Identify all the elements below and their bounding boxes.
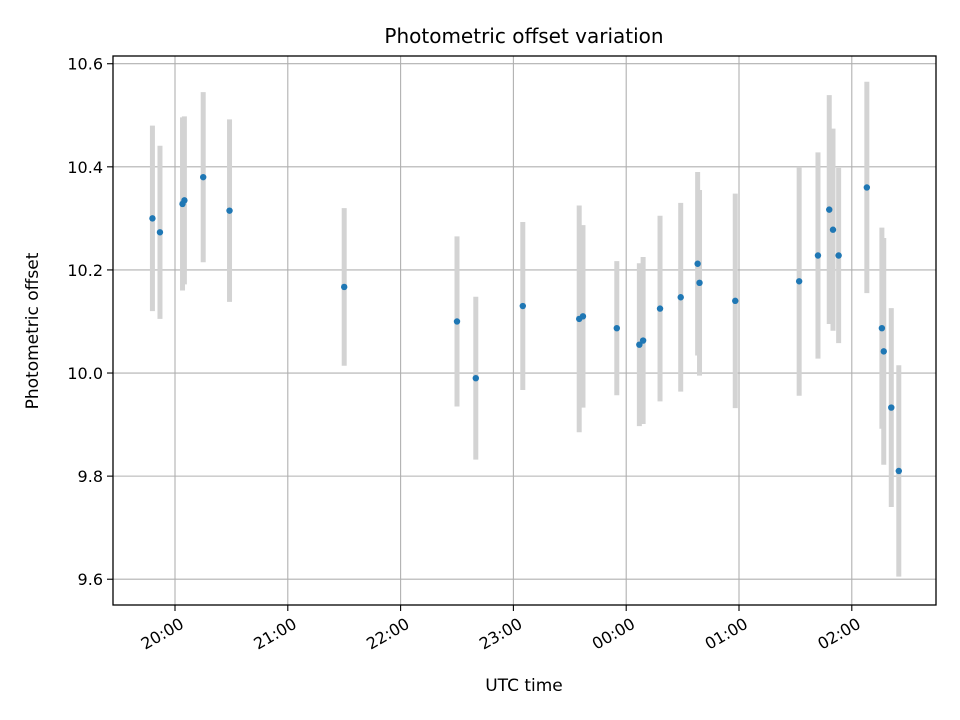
x-tick-label: 01:00 [702,614,751,654]
y-tick-label: 10.2 [67,261,103,280]
data-point [226,207,233,214]
data-point [826,206,833,213]
data-point [656,305,664,312]
data-point [795,278,803,285]
data-point [835,252,842,259]
data-point [613,324,620,332]
x-tick-label: 20:00 [138,614,187,654]
data-point [639,337,647,344]
y-axis-label: Photometric offset [23,252,43,409]
data-point [156,229,164,236]
plot-frame [112,55,937,606]
data-point [694,260,701,267]
data-point [878,324,886,332]
data-point [472,374,479,382]
data-point [829,226,837,233]
x-tick-label: 23:00 [476,614,525,654]
data-point [863,184,871,191]
data-point [895,467,902,475]
data-point [579,313,587,320]
data-point [341,283,348,291]
data-point [200,173,207,181]
data-point [696,279,703,287]
data-point [814,252,822,259]
data-point [181,197,188,204]
y-tick-label: 10.4 [67,158,103,177]
data-point [880,348,887,355]
x-tick-label: 21:00 [250,614,299,654]
y-tick-label: 9.8 [78,467,103,486]
data-point [636,341,643,348]
x-tick-label: 00:00 [589,614,638,654]
data-point [677,294,684,301]
data-points [149,173,902,475]
y-tick-label: 10.6 [67,55,103,74]
data-point [888,404,895,411]
y-tick-label: 10.0 [67,364,103,383]
x-tick-label: 22:00 [363,614,412,654]
error-bars [149,81,902,577]
x-axis-label: UTC time [485,676,563,696]
data-point [453,318,461,325]
data-point [732,297,739,305]
y-tick-label: 9.6 [78,570,103,589]
chart-title: Photometric offset variation [384,24,663,48]
data-point [519,302,526,310]
x-tick-label: 02:00 [814,614,863,654]
data-point [149,215,156,222]
